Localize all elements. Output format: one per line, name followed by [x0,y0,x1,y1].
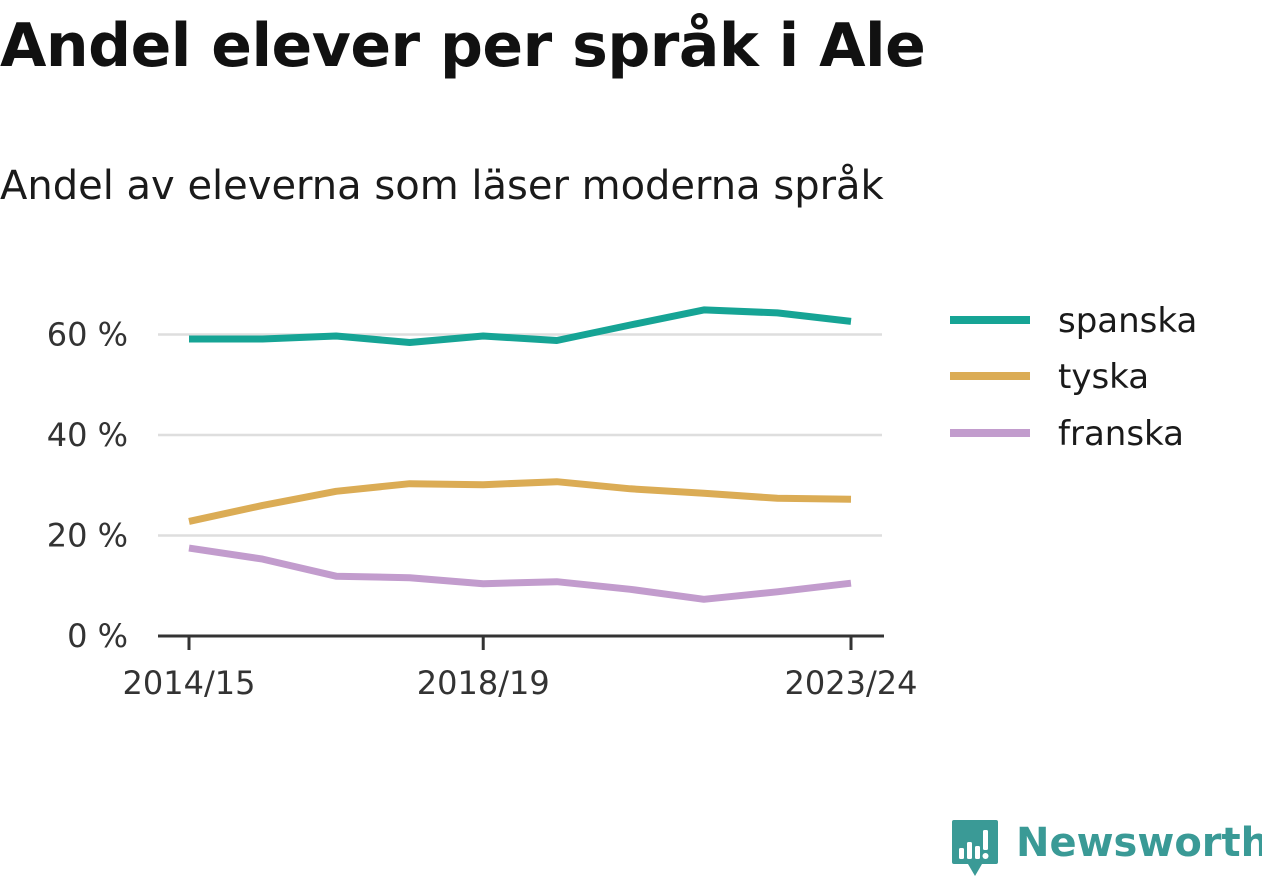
series-line-franska [188,544,852,603]
chart-subtitle: Andel av eleverna som läser moderna språ… [0,163,884,209]
newsworthy-brand: Newsworthy [950,818,1262,880]
y-tick-label: 60 % [47,316,128,354]
chart-title: Andel elever per språk i Ale [0,11,926,81]
y-tick-label: 40 % [47,416,128,454]
axes: 0 % 20 % 40 % 60 % 2014/15 2018/19 2023/24 [47,316,918,703]
x-tick-label: 2018/19 [417,664,550,702]
x-tick-label: 2014/15 [123,664,256,702]
series-line-tyska [188,478,852,525]
newsworthy-logo-icon [952,820,998,876]
series-line-spanska [189,306,852,346]
y-tick-label: 0 % [67,617,128,655]
y-tick-label: 20 % [47,517,128,555]
legend-label-tyska: tyska [1058,357,1149,397]
legend-label-franska: franska [1058,414,1184,454]
series-lines [188,306,852,603]
grid-lines [158,333,882,537]
brand-name: Newsworthy [1016,820,1262,866]
x-tick-label: 2023/24 [785,664,918,702]
legend-label-spanska: spanska [1058,301,1197,341]
legend: spanska tyska franska [950,301,1197,454]
